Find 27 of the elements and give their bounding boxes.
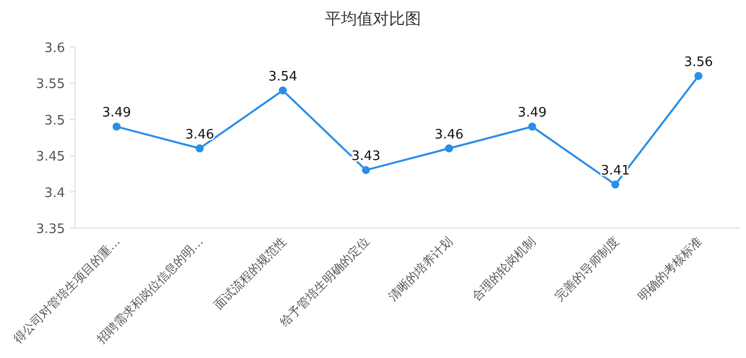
point bbox=[278, 86, 287, 94]
x-tick-label: 合理的轮岗机制 bbox=[469, 234, 538, 304]
y-tick-label: 3.45 bbox=[36, 150, 65, 165]
data-label: 3.56 bbox=[684, 54, 713, 70]
x-tick-label: 清晰的培养计划 bbox=[386, 234, 456, 304]
data-label: 3.43 bbox=[351, 149, 380, 164]
data-label: 3.46 bbox=[434, 127, 464, 142]
x-tick-label: 完善的导师制度 bbox=[552, 234, 622, 304]
y-tick-label: 3.35 bbox=[36, 222, 65, 237]
point bbox=[196, 144, 204, 152]
point bbox=[528, 122, 536, 131]
data-label: 3.46 bbox=[185, 127, 214, 142]
y-tick-label: 3.5 bbox=[44, 113, 65, 128]
point bbox=[112, 122, 121, 131]
data-label: 3.54 bbox=[268, 69, 298, 84]
chart-title: 平均值对比图 bbox=[325, 9, 421, 28]
x-tick-label: 明确的考核标准 bbox=[635, 234, 705, 304]
data-label: 3.49 bbox=[102, 106, 132, 121]
point bbox=[611, 180, 620, 189]
point bbox=[694, 72, 702, 80]
data-label: 3.49 bbox=[518, 106, 547, 121]
y-tick-label: 3.6 bbox=[44, 41, 65, 56]
y-tick-label: 3.4 bbox=[44, 186, 65, 201]
y-tick-label: 3.55 bbox=[36, 77, 65, 92]
point bbox=[445, 144, 454, 152]
point bbox=[362, 166, 370, 174]
x-tick-label: 面试流程的规范性 bbox=[211, 234, 289, 312]
